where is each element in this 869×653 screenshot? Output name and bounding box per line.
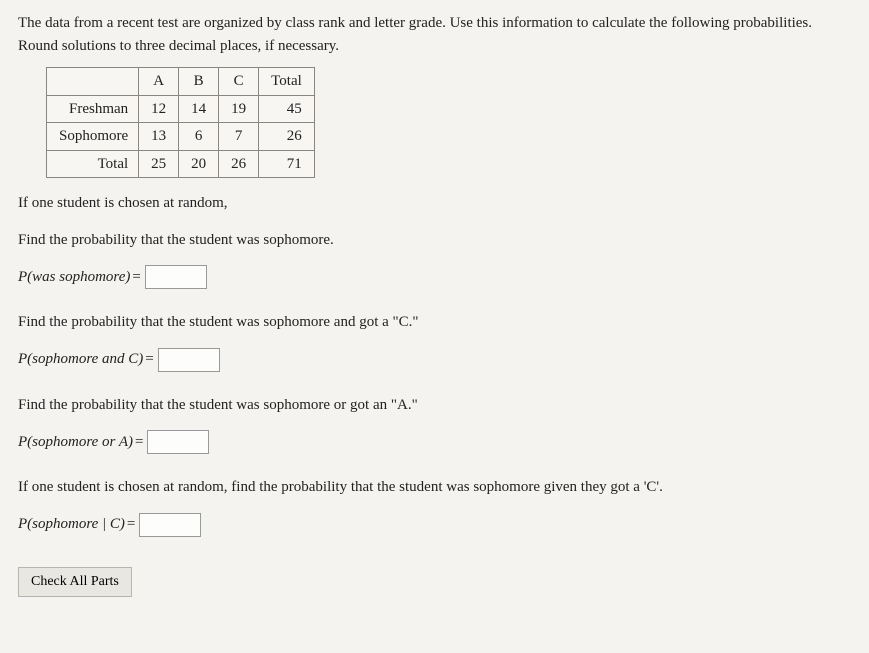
q2-answer-line: P(sophomore and C) =: [18, 348, 851, 372]
q1-paren: (was sophomore): [27, 266, 130, 289]
q2-answer-input[interactable]: [158, 348, 220, 372]
table-cell: 25: [139, 150, 179, 178]
q4-paren: (sophomore | C): [27, 513, 125, 536]
check-all-parts-button[interactable]: Check All Parts: [18, 567, 132, 597]
table-cell: 12: [139, 95, 179, 123]
table-cell: 26: [219, 150, 259, 178]
q3-P: P: [18, 431, 27, 454]
q2-P: P: [18, 348, 27, 371]
table-corner-cell: [47, 68, 139, 96]
intro-line: If one student is chosen at random,: [18, 192, 851, 215]
table-cell: 14: [179, 95, 219, 123]
q4-answer-input[interactable]: [139, 513, 201, 537]
q1-P: P: [18, 266, 27, 289]
q4-answer-line: P(sophomore | C) =: [18, 513, 851, 537]
equals-sign: =: [127, 513, 135, 536]
row-label: Freshman: [47, 95, 139, 123]
table-header-row: A B C Total: [47, 68, 315, 96]
row-label: Total: [47, 150, 139, 178]
table-row: Total 25 20 26 71: [47, 150, 315, 178]
table-cell-total: 45: [259, 95, 315, 123]
col-header: C: [219, 68, 259, 96]
q4-question: If one student is chosen at random, find…: [18, 476, 851, 499]
q1-answer-line: P(was sophomore) =: [18, 265, 851, 289]
equals-sign: =: [145, 348, 153, 371]
table-cell: 19: [219, 95, 259, 123]
col-header: A: [139, 68, 179, 96]
table-cell-total: 71: [259, 150, 315, 178]
prompt-text: The data from a recent test are organize…: [18, 12, 851, 57]
table-row: Freshman 12 14 19 45: [47, 95, 315, 123]
q3-question: Find the probability that the student wa…: [18, 394, 851, 417]
q1-answer-input[interactable]: [145, 265, 207, 289]
data-table: A B C Total Freshman 12 14 19 45 Sophomo…: [46, 67, 315, 178]
table-cell: 20: [179, 150, 219, 178]
q3-paren: (sophomore or A): [27, 431, 133, 454]
equals-sign: =: [132, 266, 140, 289]
equals-sign: =: [135, 431, 143, 454]
q3-answer-line: P(sophomore or A) =: [18, 430, 851, 454]
table-row: Sophomore 13 6 7 26: [47, 123, 315, 151]
q3-answer-input[interactable]: [147, 430, 209, 454]
table-cell: 13: [139, 123, 179, 151]
table-cell: 7: [219, 123, 259, 151]
q2-question: Find the probability that the student wa…: [18, 311, 851, 334]
q4-P: P: [18, 513, 27, 536]
table-cell-total: 26: [259, 123, 315, 151]
q1-question: Find the probability that the student wa…: [18, 229, 851, 252]
col-header: Total: [259, 68, 315, 96]
table-cell: 6: [179, 123, 219, 151]
q2-paren: (sophomore and C): [27, 348, 143, 371]
col-header: B: [179, 68, 219, 96]
row-label: Sophomore: [47, 123, 139, 151]
